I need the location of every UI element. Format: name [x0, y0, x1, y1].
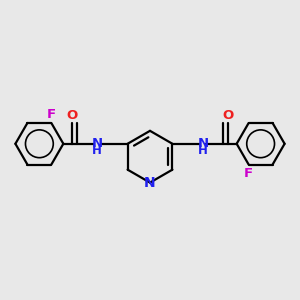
Text: H: H: [198, 144, 208, 157]
Text: F: F: [244, 167, 253, 180]
Text: O: O: [222, 110, 234, 122]
Text: N: N: [91, 137, 103, 150]
Text: F: F: [47, 108, 56, 121]
Text: H: H: [92, 144, 102, 157]
Text: N: N: [144, 176, 156, 190]
Text: N: N: [197, 137, 209, 150]
Text: O: O: [66, 110, 78, 122]
